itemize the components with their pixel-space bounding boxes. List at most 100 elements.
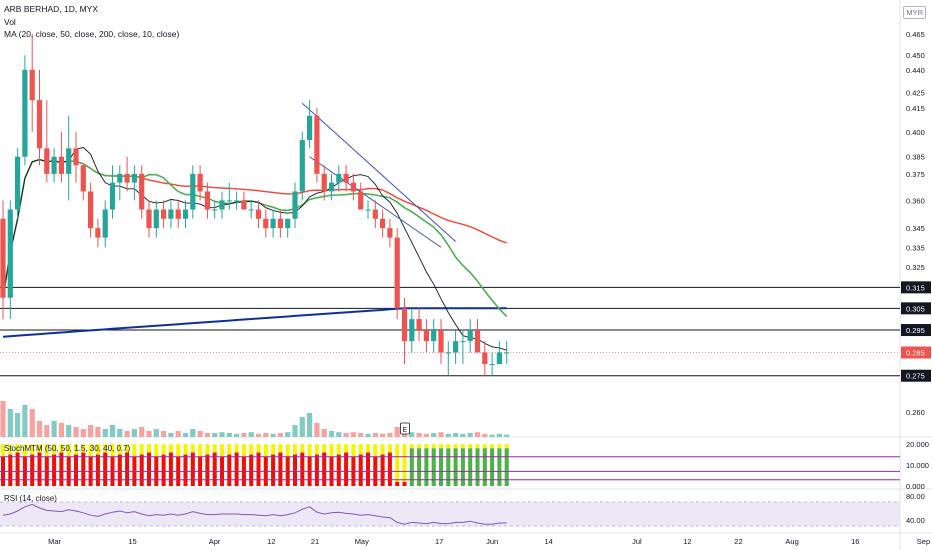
stoch-bar bbox=[205, 454, 210, 486]
volume-bar bbox=[489, 434, 495, 437]
volume-bar bbox=[88, 425, 94, 437]
rsi-line bbox=[2, 503, 507, 525]
stoch-bar bbox=[336, 454, 341, 486]
stoch-bar bbox=[300, 452, 305, 486]
stoch-bar bbox=[271, 454, 276, 486]
volume-bar bbox=[285, 432, 291, 437]
volume-bar bbox=[234, 433, 240, 437]
candle-body bbox=[474, 330, 481, 353]
volume-bar bbox=[146, 431, 152, 437]
candle-body bbox=[109, 182, 116, 210]
candle-body bbox=[263, 218, 269, 229]
stoch-bar bbox=[314, 454, 319, 486]
ma200-line bbox=[2, 307, 507, 338]
price-tick-label: 0.360 bbox=[906, 196, 925, 205]
volume-bar bbox=[139, 427, 145, 437]
stoch-bar bbox=[37, 452, 42, 486]
candle-body bbox=[270, 218, 276, 229]
candle-body bbox=[44, 148, 50, 174]
candle-body bbox=[248, 209, 254, 211]
stoch-bar bbox=[103, 452, 108, 486]
candle-body bbox=[66, 148, 72, 174]
candle-body bbox=[409, 319, 415, 342]
volume-bar bbox=[15, 413, 21, 437]
candle-body bbox=[314, 115, 320, 174]
price-tick-label: 0.440 bbox=[906, 66, 925, 75]
volume-bar bbox=[95, 427, 101, 437]
stoch-bar bbox=[147, 452, 151, 486]
stoch-bar bbox=[497, 448, 502, 486]
volume-bar bbox=[474, 432, 481, 437]
volume-bar bbox=[226, 433, 232, 437]
candle-body bbox=[0, 218, 6, 298]
candle-body bbox=[423, 330, 429, 342]
stoch-bar bbox=[322, 452, 327, 486]
candle-body bbox=[161, 209, 167, 219]
earnings-marker-label: E bbox=[403, 427, 408, 434]
volume-bar bbox=[299, 417, 305, 437]
candle-body bbox=[416, 319, 422, 331]
volume-bar bbox=[197, 431, 203, 437]
time-tick-label: 16 bbox=[851, 537, 859, 546]
candle-body bbox=[146, 209, 152, 229]
stoch-bar bbox=[409, 448, 414, 486]
rsi-tick-label: 40.00 bbox=[906, 516, 925, 525]
candle-body bbox=[95, 228, 101, 238]
volume-bar bbox=[431, 433, 437, 437]
stoch-bar bbox=[234, 452, 239, 486]
stoch-bar bbox=[183, 454, 188, 486]
volume-bar bbox=[7, 409, 13, 437]
stoch-bar bbox=[446, 448, 451, 486]
candle-body bbox=[241, 200, 247, 210]
volume-bar bbox=[124, 431, 130, 437]
price-tick-label: 0.345 bbox=[906, 224, 925, 233]
volume-bar bbox=[350, 432, 356, 437]
candle-body bbox=[175, 209, 181, 219]
stoch-bar bbox=[460, 448, 465, 486]
candle-body bbox=[401, 308, 408, 342]
volume-bar bbox=[460, 433, 466, 437]
volume-bar bbox=[387, 433, 393, 437]
candle-body bbox=[467, 330, 473, 342]
stoch-bar bbox=[358, 454, 363, 486]
candle-body bbox=[460, 341, 466, 343]
symbol-line: ARB BERHAD, 1D, MYX bbox=[4, 4, 98, 14]
stoch-bar bbox=[424, 448, 429, 486]
candle-body bbox=[219, 200, 225, 210]
rsi-tick-label: 80.00 bbox=[906, 492, 925, 501]
price-tick-label: 0.450 bbox=[906, 51, 925, 60]
stoch-bar bbox=[504, 448, 509, 486]
stoch-tick-label: 20.000 bbox=[906, 440, 929, 449]
candle-body bbox=[197, 173, 203, 192]
currency-badge[interactable]: MYR bbox=[903, 6, 926, 19]
candle-body bbox=[190, 173, 196, 210]
stoch-bg-bar bbox=[402, 444, 407, 486]
candle-body bbox=[153, 209, 159, 229]
volume-bar bbox=[204, 433, 210, 437]
volume-bar bbox=[36, 421, 43, 437]
volume-bar bbox=[307, 413, 313, 437]
volume-bar bbox=[212, 433, 218, 437]
stoch-bar bbox=[168, 452, 173, 486]
stoch-bar bbox=[30, 454, 35, 486]
candle-body bbox=[387, 228, 393, 238]
stoch-bar bbox=[293, 454, 297, 486]
candle-body bbox=[36, 100, 43, 149]
candle-body bbox=[51, 156, 57, 174]
stoch-bar bbox=[395, 481, 400, 486]
price-tick-label: 0.415 bbox=[906, 104, 925, 113]
price-label: 0.295 bbox=[906, 326, 925, 335]
stoch-bar bbox=[74, 454, 78, 486]
price-label-box bbox=[901, 324, 931, 337]
candle-body bbox=[445, 352, 451, 354]
volume-bar bbox=[321, 429, 327, 437]
volume-bar bbox=[161, 431, 167, 437]
time-tick-label: 15 bbox=[128, 537, 136, 546]
volume-bar bbox=[453, 433, 459, 437]
volume-bar bbox=[131, 429, 137, 437]
candle-body bbox=[380, 218, 386, 229]
candle-body bbox=[336, 173, 342, 183]
volume-bar bbox=[277, 433, 283, 437]
volume-bar bbox=[241, 433, 247, 437]
